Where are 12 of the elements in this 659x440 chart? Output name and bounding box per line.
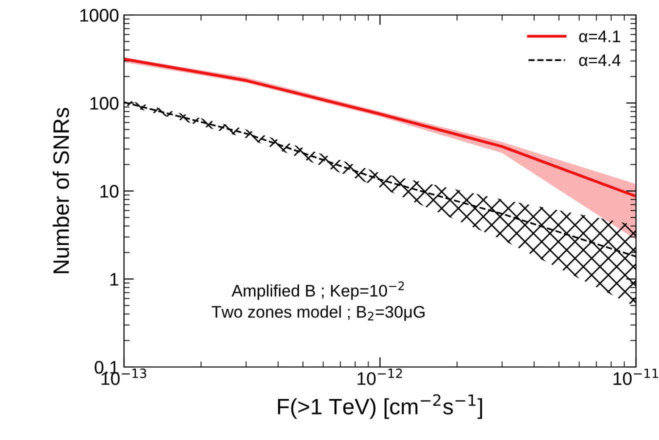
annotation: Amplified B ; Kep=10$^{−2}$ bbox=[232, 281, 404, 300]
y-tick-label: 10 bbox=[100, 184, 118, 198]
y-tick-label: 1000 bbox=[80, 8, 118, 22]
annotation: Two zones model ; B$_{2}$=30μG bbox=[212, 306, 425, 321]
legend-label: α=4.4 bbox=[579, 54, 621, 66]
x-axis-title: F(>1 TeV) [cm$^{−2}$s$^{−1}$] bbox=[278, 394, 482, 419]
y-tick-label: 100 bbox=[90, 96, 118, 110]
x-tick-label: 10$^{−12}$ bbox=[358, 368, 402, 385]
y-axis-title: Number of SNRs bbox=[52, 108, 70, 274]
legend-label: α=4.1 bbox=[579, 30, 620, 42]
y-tick-label: 1 bbox=[110, 273, 118, 286]
x-tick-label: 10$^{−11}$ bbox=[614, 368, 658, 385]
